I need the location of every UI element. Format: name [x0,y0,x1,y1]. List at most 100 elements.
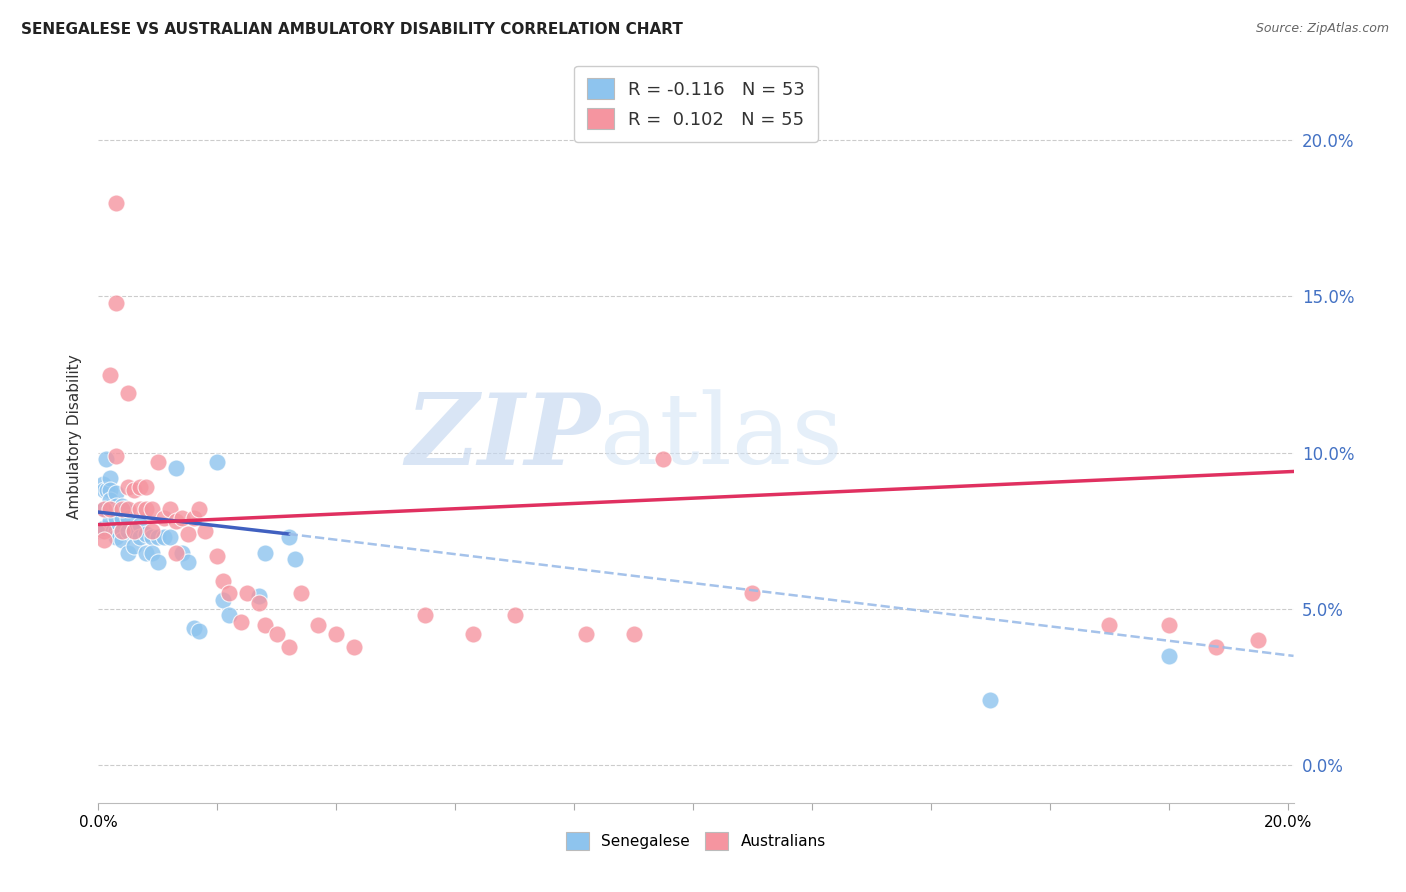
Point [105,486,128,500]
Point [290,586,312,600]
Point [96,483,118,498]
Point [111,499,134,513]
Point [105,195,128,210]
Point [159,530,181,544]
Point [170,546,193,560]
Point [218,608,240,623]
Point [979,692,1001,706]
Point [111,524,134,538]
Point [266,627,288,641]
Point [117,480,139,494]
Point [218,586,240,600]
Point [93,524,115,538]
Point [111,511,134,525]
Point [415,608,437,623]
Point [165,515,187,529]
Text: atlas: atlas [600,389,844,485]
Point [176,527,198,541]
Point [207,455,229,469]
Point [176,555,198,569]
Legend: Senegalese, Australians: Senegalese, Australians [558,824,834,857]
Point [170,511,193,525]
Text: Source: ZipAtlas.com: Source: ZipAtlas.com [1256,22,1389,36]
Point [461,627,484,641]
Text: ZIP: ZIP [405,389,600,485]
Point [212,574,235,588]
Point [146,555,169,569]
Point [207,549,229,563]
Point [652,452,675,467]
Point [90,524,112,538]
Point [122,540,145,554]
Point [129,502,152,516]
Point [1098,617,1121,632]
Point [253,546,276,560]
Point [165,461,187,475]
Point [98,502,121,516]
Point [122,483,145,498]
Point [93,533,115,548]
Point [183,511,205,525]
Point [236,586,259,600]
Point [105,295,128,310]
Point [1157,648,1180,663]
Point [114,502,136,516]
Point [153,511,176,525]
Point [129,480,152,494]
Point [165,546,187,560]
Text: SENEGALESE VS AUSTRALIAN AMBULATORY DISABILITY CORRELATION CHART: SENEGALESE VS AUSTRALIAN AMBULATORY DISA… [21,22,683,37]
Point [229,615,252,629]
Point [141,502,163,516]
Point [105,449,128,463]
Point [98,515,121,529]
Point [98,492,121,507]
Point [135,480,157,494]
Point [117,511,139,525]
Point [307,617,329,632]
Point [111,533,134,548]
Point [94,452,117,467]
Point [325,627,347,641]
Point [194,524,217,538]
Point [343,640,366,654]
Point [105,511,128,525]
Point [141,546,163,560]
Point [146,530,169,544]
Point [141,530,163,544]
Point [277,530,299,544]
Y-axis label: Ambulatory Disability: Ambulatory Disability [67,355,83,519]
Point [93,483,115,498]
Point [153,530,176,544]
Point [741,586,763,600]
Point [141,524,163,538]
Point [135,527,157,541]
Point [93,502,115,516]
Point [135,502,157,516]
Point [105,530,128,544]
Point [129,530,152,544]
Point [1157,617,1180,632]
Point [247,596,270,610]
Point [122,524,145,538]
Point [1247,633,1270,648]
Point [188,624,211,638]
Point [183,621,205,635]
Point [503,608,526,623]
Point [93,521,115,535]
Point [105,524,128,538]
Point [103,524,125,538]
Point [105,499,128,513]
Point [98,483,121,498]
Point [117,524,139,538]
Point [117,386,139,401]
Point [129,517,152,532]
Point [247,590,270,604]
Point [117,546,139,560]
Point [98,502,121,516]
Point [98,368,121,382]
Point [188,502,211,516]
Point [277,640,299,654]
Point [623,627,645,641]
Point [135,546,157,560]
Point [91,477,114,491]
